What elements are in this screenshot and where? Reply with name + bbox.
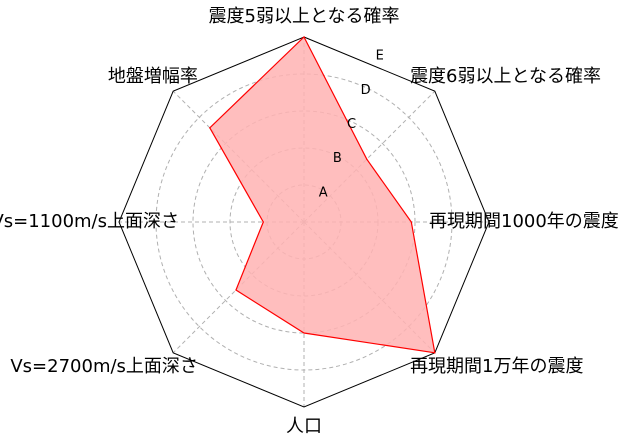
axis-label-layer: 震度5弱以上となる確率震度6弱以上となる確率再現期間1000年の震度再現期間1万… [0, 6, 618, 437]
data-point [434, 352, 436, 354]
ring-label: B [333, 151, 342, 166]
axis-label: Vs=1100m/s上面深さ [0, 211, 179, 232]
ring-label: A [319, 185, 328, 200]
data-point [410, 221, 412, 223]
axis-label: Vs=2700m/s上面深さ [10, 356, 198, 377]
axis-label: 地盤増幅率 [108, 66, 198, 87]
ring-label: D [361, 83, 371, 98]
ring-label: C [347, 117, 356, 132]
ring-label-layer: A B C D E [319, 49, 384, 201]
outer-frame [118, 36, 490, 408]
data-point [303, 36, 305, 38]
data-point [303, 332, 305, 334]
axis-label: 震度5弱以上となる確率 [209, 6, 400, 27]
data-point [262, 221, 264, 223]
data-point [366, 158, 368, 160]
axis-label: 震度6弱以上となる確率 [410, 66, 601, 87]
ring-label: E [376, 49, 384, 64]
axis-label: 再現期間1万年の震度 [410, 356, 583, 377]
frame-layer [118, 36, 490, 408]
axis-label: 人口 [286, 416, 322, 437]
grid-ring [192, 110, 416, 334]
series-layer [209, 36, 436, 354]
axis-label: 再現期間1000年の震度 [429, 211, 618, 232]
data-point [209, 127, 211, 129]
data-point [235, 289, 237, 291]
